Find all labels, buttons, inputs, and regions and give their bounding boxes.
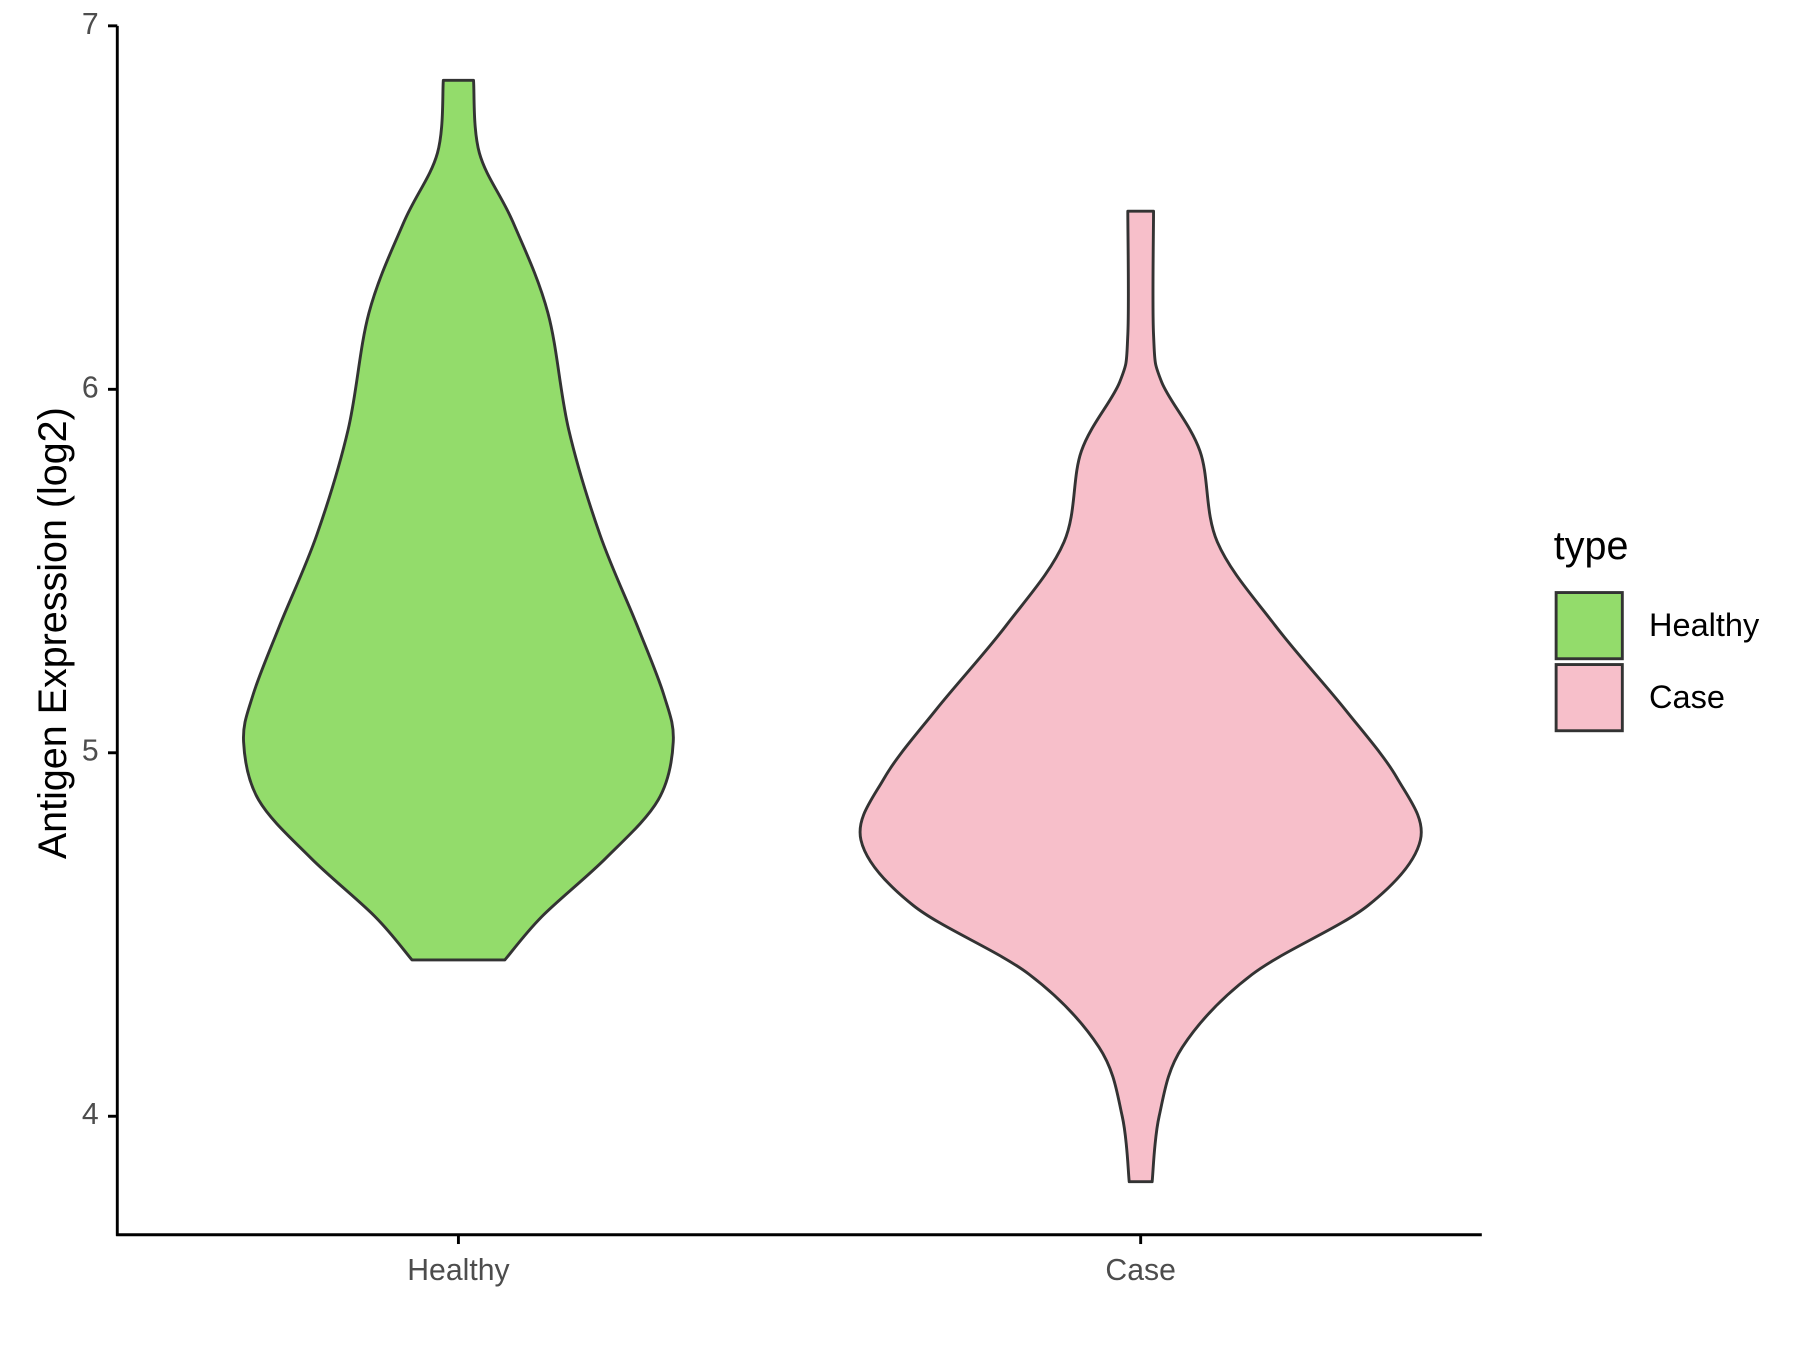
violin [858,209,1423,1184]
legend-key [1554,663,1624,733]
legend-label: Case [1649,679,1725,715]
y-tick-label: 6 [82,371,99,404]
y-tick-label: 7 [82,8,99,41]
legend-title: type [1554,524,1629,568]
legend-label: Healthy [1649,607,1760,643]
y-axis-title: Antigen Expression (log2) [31,407,75,859]
x-tick-label: Healthy [407,1254,510,1287]
legend-key [1554,591,1624,661]
y-tick-label: 5 [82,735,99,768]
y-tick-label: 4 [82,1098,99,1131]
violin [242,78,675,962]
x-tick-label: Case [1105,1254,1175,1287]
